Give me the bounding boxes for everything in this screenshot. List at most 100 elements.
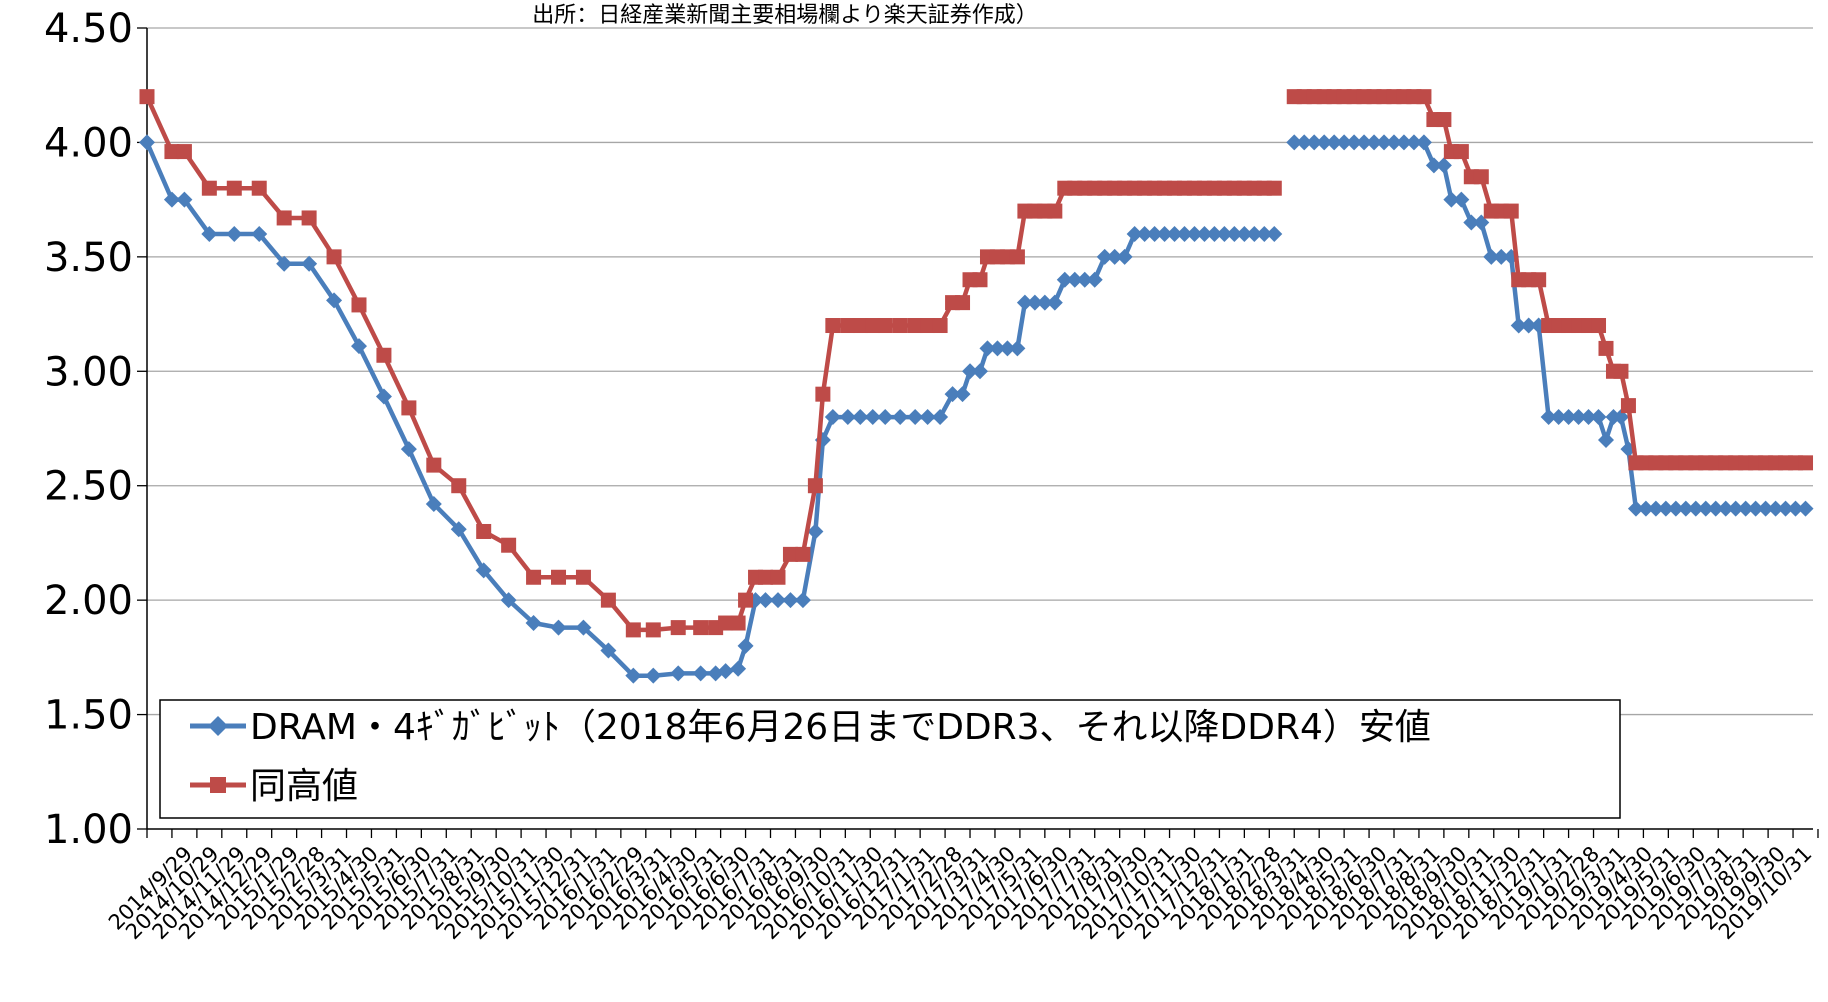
y-tick-label: 3.00 bbox=[44, 349, 133, 395]
data-point bbox=[1580, 409, 1597, 426]
data-point bbox=[718, 615, 734, 631]
data-point bbox=[1620, 398, 1636, 414]
data-point bbox=[824, 409, 841, 426]
data-point bbox=[176, 191, 193, 208]
data-point bbox=[1026, 294, 1043, 311]
data-point bbox=[475, 562, 492, 579]
data-point bbox=[1046, 294, 1063, 311]
data-point bbox=[551, 569, 567, 585]
data-point bbox=[1510, 317, 1527, 334]
data-point bbox=[1306, 134, 1323, 151]
data-point bbox=[500, 592, 517, 609]
data-point bbox=[919, 409, 936, 426]
y-tick-label: 1.50 bbox=[44, 693, 133, 739]
data-point bbox=[944, 386, 961, 403]
data-point bbox=[839, 409, 856, 426]
data-point bbox=[989, 340, 1006, 357]
data-point bbox=[1747, 500, 1764, 517]
data-point bbox=[226, 180, 242, 196]
data-point bbox=[852, 318, 868, 334]
data-point bbox=[1196, 225, 1213, 242]
data-point bbox=[1570, 409, 1587, 426]
data-point bbox=[1266, 225, 1283, 242]
data-point bbox=[730, 660, 747, 677]
data-point bbox=[1066, 271, 1083, 288]
data-point bbox=[301, 255, 318, 272]
data-point bbox=[954, 386, 971, 403]
data-point bbox=[1767, 500, 1784, 517]
data-point bbox=[301, 210, 317, 226]
data-point bbox=[1366, 134, 1383, 151]
data-point bbox=[1540, 409, 1557, 426]
data-point bbox=[1206, 225, 1223, 242]
data-point bbox=[1677, 500, 1694, 517]
data-point bbox=[1386, 134, 1403, 151]
data-point bbox=[575, 569, 591, 585]
data-point bbox=[1246, 225, 1263, 242]
data-point bbox=[1707, 500, 1724, 517]
data-point bbox=[1266, 180, 1282, 196]
data-point bbox=[276, 255, 293, 272]
data-point bbox=[163, 191, 180, 208]
data-point bbox=[1176, 225, 1193, 242]
series-line bbox=[144, 95, 1275, 633]
data-point bbox=[1737, 500, 1754, 517]
data-point bbox=[201, 225, 218, 242]
data-point bbox=[1116, 248, 1133, 265]
data-point bbox=[1798, 455, 1814, 471]
data-point bbox=[1395, 134, 1412, 151]
data-point bbox=[825, 318, 841, 334]
data-point bbox=[351, 297, 367, 313]
data-point bbox=[1156, 225, 1173, 242]
data-point bbox=[757, 592, 774, 609]
data-point bbox=[1591, 318, 1607, 334]
data-point bbox=[326, 249, 342, 265]
data-point bbox=[1346, 134, 1363, 151]
data-point bbox=[769, 592, 786, 609]
data-point bbox=[1667, 500, 1684, 517]
data-point bbox=[600, 592, 616, 608]
data-point bbox=[426, 457, 442, 473]
data-point bbox=[865, 318, 881, 334]
data-point bbox=[525, 615, 542, 632]
legend-marker-high bbox=[210, 777, 226, 793]
data-point bbox=[1647, 500, 1664, 517]
series-layer bbox=[139, 89, 1814, 684]
data-point bbox=[1336, 134, 1353, 151]
data-point bbox=[1687, 500, 1704, 517]
data-point bbox=[782, 546, 798, 562]
y-tick-label: 2.50 bbox=[44, 464, 133, 510]
data-point bbox=[501, 537, 517, 553]
data-point bbox=[600, 642, 617, 659]
data-point bbox=[877, 318, 893, 334]
data-point bbox=[1493, 248, 1510, 265]
data-point bbox=[892, 409, 909, 426]
y-tick-label: 3.50 bbox=[44, 235, 133, 281]
data-point bbox=[1096, 248, 1113, 265]
data-point bbox=[955, 295, 971, 311]
data-point bbox=[972, 272, 988, 288]
data-point bbox=[840, 318, 856, 334]
data-point bbox=[1473, 169, 1489, 185]
data-point bbox=[979, 340, 996, 357]
data-point bbox=[1797, 500, 1814, 517]
data-point bbox=[1166, 225, 1183, 242]
data-point bbox=[276, 210, 292, 226]
data-point bbox=[1757, 500, 1774, 517]
data-point bbox=[1405, 134, 1422, 151]
data-point bbox=[645, 667, 662, 684]
legend: DRAM・4ｷﾞｶﾞﾋﾞｯﾄ（2018年6月26日までDDR3、それ以降DDR4… bbox=[159, 699, 1621, 819]
data-point bbox=[1286, 134, 1303, 151]
data-point bbox=[807, 478, 823, 494]
data-point bbox=[1009, 249, 1025, 265]
data-point bbox=[201, 180, 217, 196]
data-point bbox=[1056, 271, 1073, 288]
data-point bbox=[401, 400, 417, 416]
data-point bbox=[737, 637, 754, 654]
data-point bbox=[176, 144, 192, 160]
data-point bbox=[693, 620, 709, 636]
data-point bbox=[807, 523, 824, 540]
data-point bbox=[1316, 134, 1333, 151]
data-point bbox=[1376, 134, 1393, 151]
